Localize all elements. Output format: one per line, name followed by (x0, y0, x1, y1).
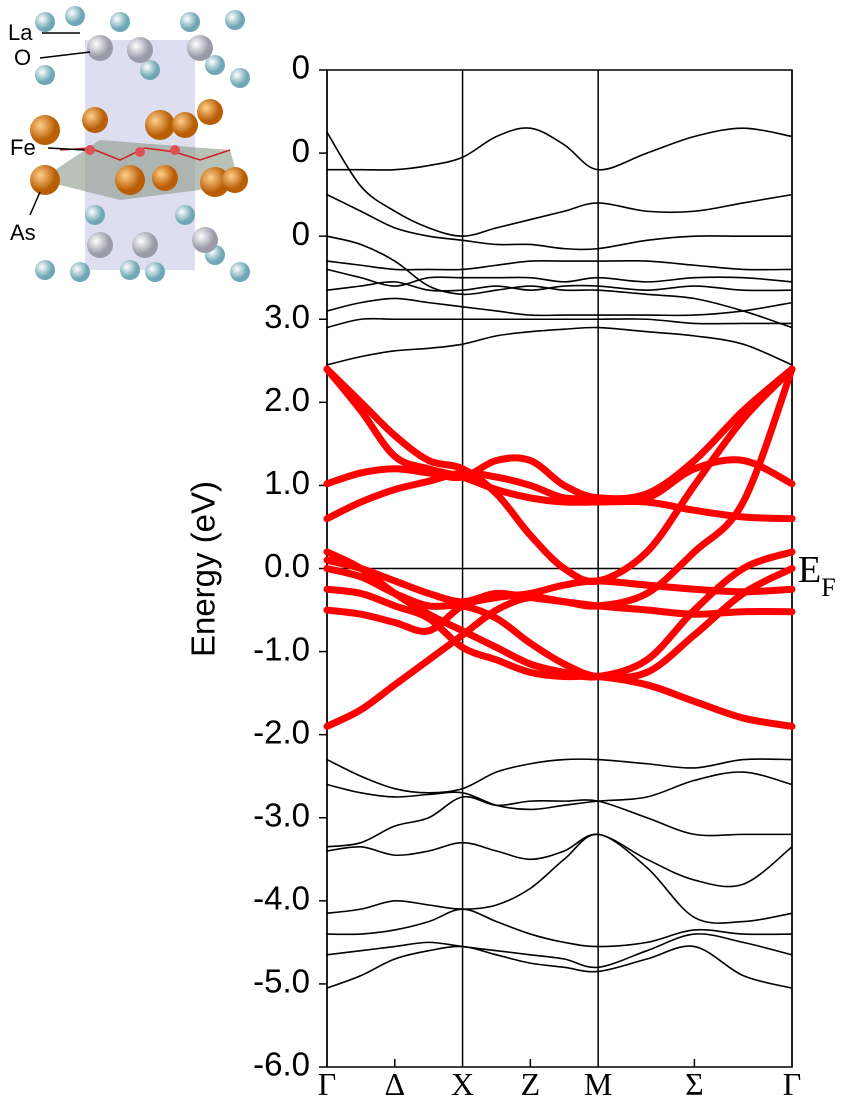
y-tick-label: -5.0 (253, 963, 310, 1000)
band-highlight (323, 556, 796, 618)
atom-label: La (8, 20, 33, 45)
band-highlight (323, 365, 796, 586)
x-tick-label: Σ (685, 1066, 704, 1102)
y-tick-label: -3.0 (253, 796, 310, 833)
y-tick-label: -2.0 (253, 713, 310, 750)
band (326, 259, 793, 271)
x-tick-label: Γ (318, 1066, 337, 1102)
band (326, 280, 793, 292)
fermi-label-sub: F (821, 573, 835, 602)
band (326, 833, 793, 924)
band (326, 235, 793, 329)
band-highlight (323, 456, 796, 523)
y-tick-label: -1.0 (253, 630, 310, 667)
band (326, 131, 793, 237)
x-tick-label: X (451, 1066, 474, 1102)
band (326, 771, 793, 811)
atom-label: Fe (10, 135, 36, 160)
band (326, 833, 793, 888)
band (326, 908, 793, 948)
band-highlight (323, 565, 796, 682)
band-highlight (323, 585, 796, 730)
x-tick-label: Δ (384, 1066, 405, 1102)
x-tick-label: Γ (783, 1066, 802, 1102)
band-highlight (323, 577, 796, 635)
fermi-label: EF (798, 549, 836, 602)
y-axis-label: Energy (eV) (185, 481, 222, 657)
band (326, 326, 793, 366)
y-tick-label: 0 (292, 215, 310, 252)
y-tick-label: 2.0 (264, 381, 310, 418)
y-tick-label: 0.0 (264, 547, 310, 584)
as-atoms (30, 99, 248, 197)
y-tick-label: 0 (292, 132, 310, 169)
band (326, 933, 793, 969)
y-tick-label: 1.0 (264, 464, 310, 501)
atom-label: O (14, 45, 31, 70)
label-leader (47, 147, 86, 151)
y-tick-label: 3.0 (264, 298, 310, 335)
band (326, 297, 793, 317)
o-atoms (35, 6, 250, 282)
y-tick-label: -4.0 (253, 880, 310, 917)
atom-label: As (10, 220, 36, 245)
y-tick-label: -6.0 (253, 1046, 310, 1083)
band (326, 758, 793, 794)
x-tick-label: Z (521, 1066, 541, 1102)
label-leader (39, 51, 91, 59)
fermi-label-main: E (798, 549, 821, 591)
band (326, 795, 793, 848)
la-atoms (87, 35, 218, 258)
fe-atoms (85, 145, 180, 157)
x-tick-label: M (584, 1066, 612, 1102)
y-tick-label: 0 (292, 49, 310, 86)
band-highlight (323, 365, 796, 523)
band-highlight (323, 365, 796, 503)
label-leader (29, 191, 41, 216)
band (326, 268, 793, 287)
band (326, 317, 793, 329)
band (326, 193, 793, 251)
band (326, 945, 793, 989)
crystal-inset: La O Fe As (8, 6, 250, 282)
band (326, 127, 793, 171)
